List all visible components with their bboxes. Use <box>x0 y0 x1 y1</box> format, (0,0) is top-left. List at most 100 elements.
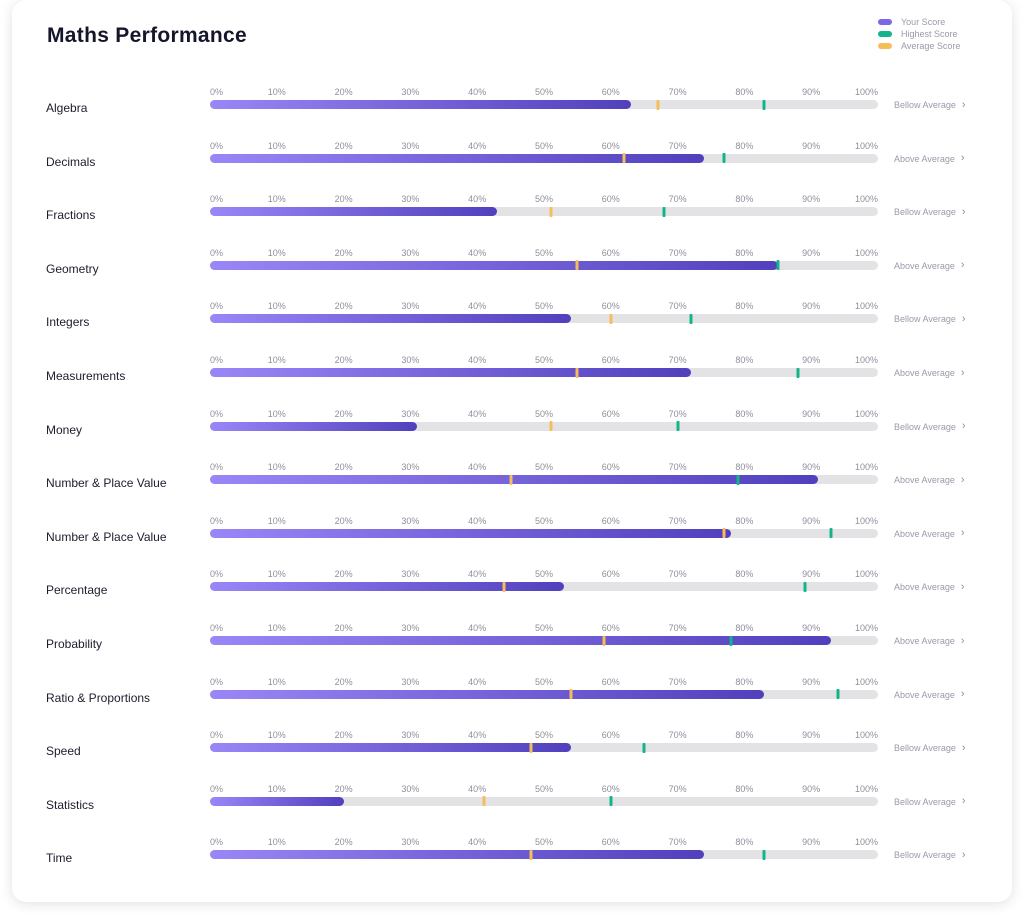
performance-row: Integers 0% 10% 20% 30% 40% 50% 60% 70% 80% 90% 100… <box>12 301 1012 341</box>
score-track <box>210 260 878 271</box>
tick-label: 0% <box>210 194 224 205</box>
tick-label: 90% <box>802 837 821 848</box>
legend-label-highest-score: Highest Score <box>901 29 958 39</box>
tick-label: 80% <box>735 87 754 97</box>
status-link[interactable]: Above Average › <box>894 688 965 701</box>
your-score-bar <box>210 421 418 431</box>
tick-label: 80% <box>735 730 754 741</box>
tick-label: 90% <box>802 623 821 633</box>
tick-label: 40% <box>468 301 487 312</box>
status-link[interactable]: Bellow Average › <box>894 795 966 808</box>
tick-label: 0% <box>210 569 224 580</box>
highest-score-marker <box>729 635 733 646</box>
tick-label: 0% <box>210 301 224 312</box>
tick-label: 50% <box>534 247 554 258</box>
tick-label: 90% <box>802 140 821 151</box>
highest-score-marker <box>642 742 646 753</box>
status-label: Bellow Average <box>894 850 956 861</box>
score-track <box>210 313 878 324</box>
tick-label: 40% <box>468 408 487 419</box>
your-score-bar <box>210 153 705 163</box>
status-label: Above Average <box>894 153 955 164</box>
tick-label: 30% <box>401 623 420 633</box>
tick-label: 40% <box>468 676 487 687</box>
legend-item-highest-score: Highest Score <box>878 28 960 40</box>
average-score-marker <box>482 796 486 807</box>
tick-label: 80% <box>735 623 754 633</box>
tick-label: 10% <box>267 837 286 848</box>
status-link[interactable]: Bellow Average › <box>894 421 966 432</box>
tick-label: 40% <box>468 569 487 580</box>
tick-label: 20% <box>334 783 353 794</box>
tick-label: 60% <box>601 194 620 205</box>
tick-label: 60% <box>601 408 620 419</box>
tick-label: 0% <box>210 837 224 848</box>
performance-row: Ratio & Proportions 0% 10% 20% 30% 40% 50% 60% 7… <box>12 677 1012 717</box>
highest-score-marker <box>836 689 840 700</box>
axis-ticks: 0% 10% 20% 30% 40% 50% 60% 70% 80% 90% 100% <box>210 569 878 581</box>
tick-label: 80% <box>735 194 754 205</box>
status-link[interactable]: Bellow Average › <box>894 206 966 217</box>
status-link[interactable]: Above Average › <box>894 260 965 271</box>
highest-score-marker <box>609 796 613 807</box>
tick-label: 70% <box>668 408 687 419</box>
tick-label: 70% <box>668 515 687 526</box>
status-link[interactable]: Bellow Average › <box>894 99 966 110</box>
status-link[interactable]: Above Average › <box>894 528 965 539</box>
tick-label: 10% <box>267 247 286 258</box>
status-link[interactable]: Above Average › <box>894 153 965 164</box>
tick-label: 60% <box>601 247 620 258</box>
tick-label: 50% <box>534 408 554 419</box>
status-link[interactable]: Bellow Average › <box>894 849 966 861</box>
tick-label: 90% <box>802 730 821 741</box>
tick-label: 90% <box>802 676 821 687</box>
performance-row: Measurements 0% 10% 20% 30% 40% 50% 60% 70% 80% 90… <box>12 355 1012 395</box>
status-link[interactable]: Above Average › <box>894 581 965 592</box>
tick-label: 10% <box>267 194 286 205</box>
performance-row: Algebra 0% 10% 20% 30% 40% 50% 60% 70% 80% 90% 100%… <box>12 87 1012 127</box>
tick-label: 10% <box>267 515 286 526</box>
tick-label: 0% <box>210 355 224 365</box>
axis-ticks: 0% 10% 20% 30% 40% 50% 60% 70% 80% 90% 100% <box>210 677 878 689</box>
tick-label: 20% <box>334 194 353 205</box>
tick-label: 40% <box>468 355 487 365</box>
tick-label: 20% <box>334 462 353 473</box>
tick-label: 0% <box>210 783 224 794</box>
tick-label: 70% <box>668 194 687 205</box>
tick-label: 70% <box>668 140 687 151</box>
tick-label: 20% <box>334 247 353 258</box>
your-score-bar <box>210 689 765 699</box>
average-score-marker <box>575 367 579 378</box>
tick-label: 100% <box>854 408 878 419</box>
performance-row: Number & Place Value 0% 10% 20% 30% 40% 50% 60%… <box>12 462 1012 502</box>
status-link[interactable]: Bellow Average › <box>894 741 966 754</box>
status-link[interactable]: Bellow Average › <box>894 313 966 324</box>
tick-label: 80% <box>735 837 754 848</box>
tick-label: 10% <box>267 462 286 473</box>
tick-label: 30% <box>401 515 420 526</box>
status-link[interactable]: Above Average › <box>894 474 965 485</box>
score-track <box>210 206 878 217</box>
average-score-marker <box>575 260 579 271</box>
tick-label: 60% <box>601 676 620 687</box>
tick-label: 90% <box>802 462 821 473</box>
chevron-right-icon: › <box>961 795 966 808</box>
tick-label: 70% <box>668 837 687 848</box>
axis-ticks: 0% 10% 20% 30% 40% 50% 60% 70% 80% 90% 100% <box>210 623 878 635</box>
tick-label: 90% <box>802 301 821 312</box>
tick-label: 100% <box>854 301 878 312</box>
tick-label: 40% <box>468 837 487 848</box>
tick-label: 40% <box>468 87 487 97</box>
topic-label: Ratio & Proportions <box>46 690 151 705</box>
tick-label: 30% <box>401 87 420 97</box>
your-score-bar <box>210 528 732 538</box>
average-score-marker <box>549 421 553 432</box>
status-link[interactable]: Above Average › <box>894 367 965 378</box>
tick-label: 100% <box>854 462 878 473</box>
tick-label: 10% <box>267 408 286 419</box>
chevron-right-icon: › <box>960 688 965 701</box>
chevron-right-icon: › <box>961 741 966 754</box>
axis-ticks: 0% 10% 20% 30% 40% 50% 60% 70% 80% 90% 100% <box>210 516 878 528</box>
tick-label: 40% <box>468 623 487 633</box>
status-link[interactable]: Above Average › <box>894 635 965 646</box>
